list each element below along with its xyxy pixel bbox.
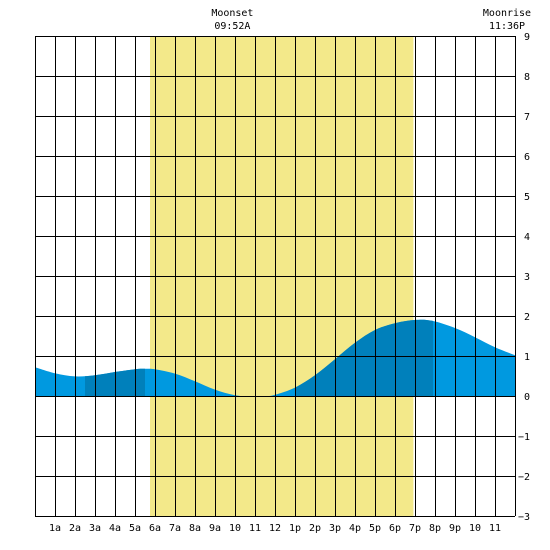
x-tick-label: 4p [349,523,361,534]
x-tick-label: 2p [309,523,321,534]
y-tick-label: −1 [518,432,530,443]
y-tick-label: −2 [518,472,530,483]
x-tick-label: 8p [429,523,441,534]
x-tick-label: 9a [209,523,221,534]
x-tick-label: 7p [409,523,421,534]
y-tick-label: 2 [524,312,530,323]
x-tick-label: 2a [69,523,81,534]
x-tick-label: 8a [189,523,201,534]
y-tick-label: 8 [524,72,530,83]
x-tick-label: 3p [329,523,341,534]
y-tick-label: 4 [524,232,530,243]
x-tick-label: 5p [369,523,381,534]
x-tick-label: 5a [129,523,141,534]
x-tick-label: 10 [229,523,241,534]
x-tick-label: 11 [489,523,501,534]
moon-event-label: Moonset [211,8,253,19]
y-tick-label: 0 [524,392,530,403]
moon-event-time: 11:36P [489,21,525,32]
x-tick-label: 7a [169,523,181,534]
y-tick-label: 1 [524,352,530,363]
y-tick-label: −3 [518,512,530,523]
y-tick-label: 5 [524,192,530,203]
x-axis-labels: 1a 2a 3a 4a 5a 6a 7a 8a 9a 10 11 12 1p 2p 3p 4p 5p 6p 7p 8p… [49,523,501,534]
moon-event-label: Moonrise [483,8,531,19]
y-tick-label: 7 [524,112,530,123]
x-tick-label: 6a [149,523,161,534]
moon-event-time: 09:52A [214,21,250,32]
x-tick-label: 6p [389,523,401,534]
x-tick-label: 4a [109,523,121,534]
y-tick-label: 6 [524,152,530,163]
x-tick-label: 3a [89,523,101,534]
x-tick-label: 10 [469,523,481,534]
y-axis-labels: −3 −2 −1 0 1 2 3 4 5 6 7 8 9 [518,32,530,523]
x-tick-label: 11 [249,523,261,534]
x-tick-label: 1p [289,523,301,534]
grid [35,36,516,517]
x-tick-label: 1a [49,523,61,534]
y-tick-label: 9 [524,32,530,43]
x-tick-label: 9p [449,523,461,534]
y-tick-label: 3 [524,272,530,283]
moon-annotations: Moonset 09:52A Moonrise 11:36P [211,8,531,32]
x-tick-label: 12 [269,523,281,534]
